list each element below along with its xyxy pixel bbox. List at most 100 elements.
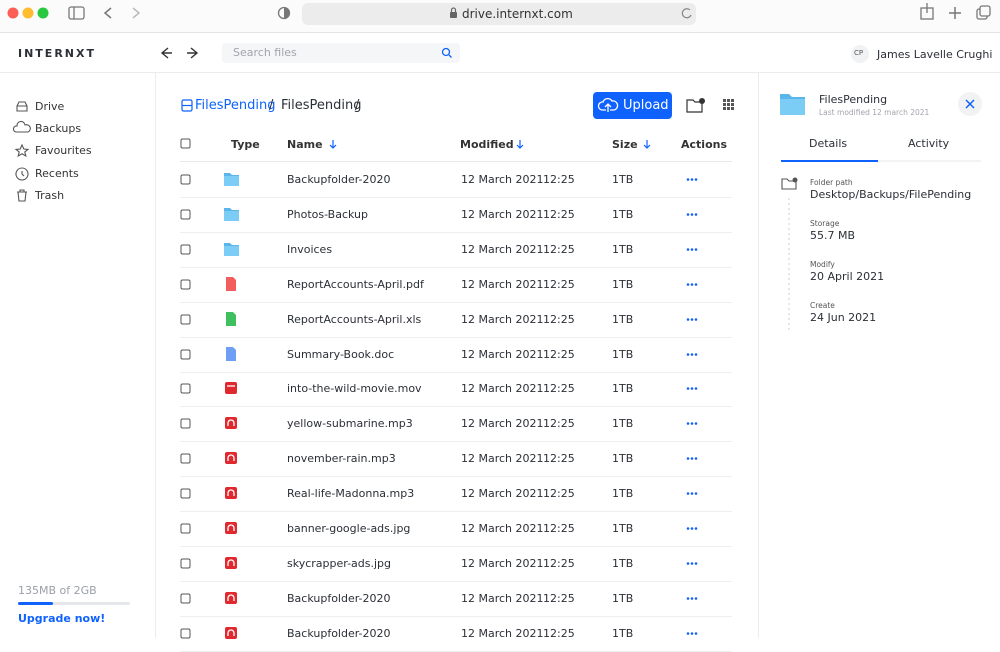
action-dot[interactable]	[695, 318, 698, 321]
action-dot[interactable]	[691, 597, 694, 600]
action-dot[interactable]	[687, 353, 690, 356]
action-dot[interactable]	[687, 527, 690, 530]
file-name[interactable]: yellow-submarine.mp3	[287, 417, 413, 430]
action-dot[interactable]	[691, 318, 694, 321]
action-dot[interactable]	[691, 213, 694, 216]
nav-item[interactable]: Trash	[35, 189, 64, 202]
action-dot[interactable]	[687, 632, 690, 635]
action-dot[interactable]	[687, 422, 690, 425]
nav-item[interactable]: Backups	[35, 122, 81, 135]
checkbox[interactable]	[181, 139, 190, 148]
checkbox[interactable]	[181, 245, 190, 254]
action-dot[interactable]	[695, 388, 698, 391]
nav-item[interactable]: Recents	[35, 167, 79, 180]
action-dot[interactable]	[687, 178, 690, 181]
checkbox[interactable]	[181, 524, 190, 533]
checkbox[interactable]	[181, 454, 190, 463]
action-dot[interactable]	[687, 388, 690, 391]
file-name[interactable]: ReportAccounts-April.pdf	[287, 278, 424, 291]
checkbox[interactable]	[181, 350, 190, 359]
file-name[interactable]: skycrapper-ads.jpg	[287, 557, 391, 570]
file-name[interactable]: into-the-wild-movie.mov	[287, 382, 422, 395]
action-dot[interactable]	[691, 492, 694, 495]
action-dot[interactable]	[687, 213, 690, 216]
table-row[interactable]: Summary-Book.doc12 March 202112:251TB	[180, 337, 732, 373]
checkbox[interactable]	[181, 384, 190, 393]
action-dot[interactable]	[687, 597, 690, 600]
file-name[interactable]: november-rain.mp3	[287, 452, 396, 465]
action-dot[interactable]	[687, 283, 690, 286]
action-dot[interactable]	[695, 353, 698, 356]
table-row[interactable]: skycrapper-ads.jpg12 March 202112:251TB	[180, 546, 732, 582]
action-dot[interactable]	[691, 422, 694, 425]
action-dot[interactable]	[691, 388, 694, 391]
action-dot[interactable]	[695, 597, 698, 600]
file-name[interactable]: banner-google-ads.jpg	[287, 522, 410, 535]
action-dot[interactable]	[695, 248, 698, 251]
column-header[interactable]: Name	[287, 138, 323, 151]
checkbox[interactable]	[181, 419, 190, 428]
action-dot[interactable]	[687, 248, 690, 251]
checkbox[interactable]	[181, 175, 190, 184]
action-dot[interactable]	[691, 527, 694, 530]
file-name[interactable]: Real-life-Madonna.mp3	[287, 487, 414, 500]
checkbox[interactable]	[181, 629, 190, 638]
user-name[interactable]: James Lavelle Crughi	[877, 48, 992, 61]
nav-item[interactable]: Drive	[35, 100, 64, 113]
checkbox[interactable]	[181, 559, 190, 568]
table-row[interactable]: ReportAccounts-April.xls12 March 202112:…	[180, 302, 732, 338]
action-dot[interactable]	[691, 457, 694, 460]
action-dot[interactable]	[695, 213, 698, 216]
action-dot[interactable]	[695, 562, 698, 565]
file-name[interactable]: ReportAccounts-April.xls	[287, 313, 421, 326]
action-dot[interactable]	[695, 178, 698, 181]
checkbox[interactable]	[181, 280, 190, 289]
table-row[interactable]: Photos-Backup12 March 202112:251TB	[180, 197, 732, 233]
action-dot[interactable]	[687, 562, 690, 565]
table-row[interactable]: into-the-wild-movie.mov12 March 202112:2…	[180, 371, 732, 407]
checkbox[interactable]	[181, 594, 190, 603]
table-row[interactable]: Real-life-Madonna.mp312 March 202112:251…	[180, 476, 732, 512]
table-row[interactable]: Backupfolder-202012 March 202112:251TB	[180, 616, 732, 652]
table-row[interactable]: november-rain.mp312 March 202112:251TB	[180, 441, 732, 477]
action-dot[interactable]	[695, 632, 698, 635]
action-dot[interactable]	[687, 457, 690, 460]
action-dot[interactable]	[695, 527, 698, 530]
action-dot[interactable]	[691, 353, 694, 356]
nav-item[interactable]: Favourites	[35, 144, 92, 157]
table-row[interactable]: Backupfolder-202012 March 202112:251TB	[180, 162, 732, 198]
action-dot[interactable]	[691, 562, 694, 565]
column-header[interactable]: Actions	[681, 138, 727, 151]
action-dot[interactable]	[691, 248, 694, 251]
action-dot[interactable]	[691, 283, 694, 286]
tab[interactable]: Details	[809, 137, 847, 150]
file-name[interactable]: Summary-Book.doc	[287, 348, 394, 361]
action-dot[interactable]	[687, 492, 690, 495]
table-row[interactable]: ReportAccounts-April.pdf12 March 202112:…	[180, 267, 732, 303]
checkbox[interactable]	[181, 489, 190, 498]
action-dot[interactable]	[695, 492, 698, 495]
column-header[interactable]: Size	[612, 138, 638, 151]
action-dot[interactable]	[687, 318, 690, 321]
upgrade-link[interactable]: Upgrade now!	[18, 612, 105, 625]
file-name[interactable]: Photos-Backup	[287, 208, 368, 221]
search-box[interactable]: Search files	[222, 43, 460, 63]
table-row[interactable]: banner-google-ads.jpg12 March 202112:251…	[180, 511, 732, 547]
action-dot[interactable]	[695, 457, 698, 460]
action-dot[interactable]	[691, 178, 694, 181]
action-dot[interactable]	[695, 283, 698, 286]
column-header[interactable]: Modified	[460, 138, 514, 151]
table-row[interactable]: Backupfolder-202012 March 202112:251TB	[180, 581, 732, 617]
table-row[interactable]: yellow-submarine.mp312 March 202112:251T…	[180, 406, 732, 442]
checkbox[interactable]	[181, 315, 190, 324]
tab[interactable]: Activity	[908, 137, 949, 150]
avatar[interactable]: CP	[851, 45, 869, 63]
table-row[interactable]: Invoices12 March 202112:251TB	[180, 232, 732, 268]
file-name[interactable]: Backupfolder-2020	[287, 173, 391, 186]
column-header[interactable]: Type	[231, 138, 260, 151]
action-dot[interactable]	[691, 632, 694, 635]
checkbox[interactable]	[181, 210, 190, 219]
action-dot[interactable]	[695, 422, 698, 425]
file-name[interactable]: Invoices	[287, 243, 332, 256]
url[interactable]: drive.internxt.com	[462, 7, 573, 21]
